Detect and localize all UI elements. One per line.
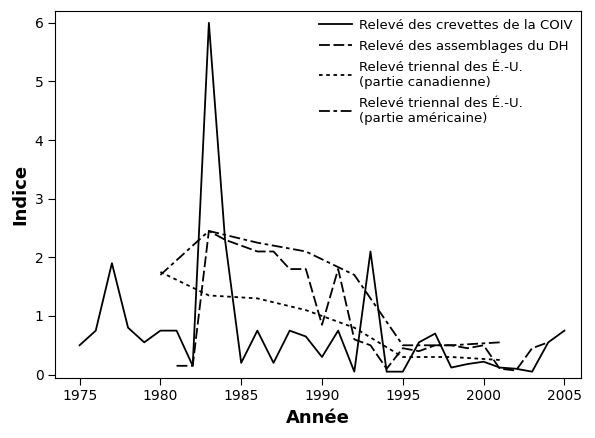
- Relevé des assemblages du DH: [399, 346, 406, 351]
- Relevé triennal des É.-U.
(partie canadienne): [205, 293, 212, 298]
- Relevé des assemblages du DH: [383, 366, 390, 371]
- Relevé des assemblages du DH: [221, 237, 228, 242]
- Relevé des crevettes de la COIV: [318, 354, 325, 360]
- Relevé triennal des É.-U.
(partie canadienne): [302, 307, 309, 313]
- Relevé des crevettes de la COIV: [108, 261, 115, 266]
- Relevé triennal des É.-U.
(partie canadienne): [254, 296, 261, 301]
- Relevé des assemblages du DH: [447, 343, 455, 348]
- Line: Relevé triennal des É.-U.
(partie américaine): Relevé triennal des É.-U. (partie améric…: [161, 231, 500, 345]
- Relevé des assemblages du DH: [318, 322, 325, 327]
- Relevé triennal des É.-U.
(partie canadienne): [447, 354, 455, 360]
- Relevé des assemblages du DH: [286, 266, 293, 272]
- Relevé des crevettes de la COIV: [383, 369, 390, 374]
- Relevé triennal des É.-U.
(partie américaine): [157, 272, 164, 278]
- Relevé des crevettes de la COIV: [189, 363, 196, 368]
- Relevé triennal des É.-U.
(partie canadienne): [351, 325, 358, 330]
- Relevé des assemblages du DH: [528, 346, 536, 351]
- Relevé triennal des É.-U.
(partie américaine): [447, 343, 455, 348]
- Relevé des assemblages du DH: [431, 343, 439, 348]
- Relevé des crevettes de la COIV: [544, 340, 552, 345]
- Relevé des crevettes de la COIV: [157, 328, 164, 333]
- Relevé des assemblages du DH: [189, 363, 196, 368]
- Relevé des assemblages du DH: [334, 266, 342, 272]
- Relevé des crevettes de la COIV: [367, 249, 374, 254]
- Line: Relevé des assemblages du DH: Relevé des assemblages du DH: [177, 231, 548, 371]
- Relevé des assemblages du DH: [480, 343, 487, 348]
- Relevé des crevettes de la COIV: [334, 328, 342, 333]
- Relevé triennal des É.-U.
(partie américaine): [351, 272, 358, 278]
- Relevé des assemblages du DH: [302, 266, 309, 272]
- Relevé triennal des É.-U.
(partie américaine): [205, 228, 212, 233]
- Relevé des crevettes de la COIV: [512, 366, 519, 371]
- Relevé des crevettes de la COIV: [205, 20, 212, 25]
- Relevé des assemblages du DH: [173, 363, 180, 368]
- Relevé des assemblages du DH: [544, 340, 552, 345]
- Relevé des crevettes de la COIV: [254, 328, 261, 333]
- Relevé des crevettes de la COIV: [173, 328, 180, 333]
- Relevé triennal des É.-U.
(partie américaine): [399, 343, 406, 348]
- Relevé des crevettes de la COIV: [140, 340, 148, 345]
- Relevé des crevettes de la COIV: [496, 365, 503, 370]
- Relevé triennal des É.-U.
(partie américaine): [496, 340, 503, 345]
- Relevé des crevettes de la COIV: [237, 360, 245, 365]
- Relevé des assemblages du DH: [512, 368, 519, 373]
- Relevé des assemblages du DH: [237, 243, 245, 248]
- Relevé des crevettes de la COIV: [92, 328, 99, 333]
- Relevé des crevettes de la COIV: [415, 340, 422, 345]
- Relevé des crevettes de la COIV: [270, 360, 277, 365]
- Relevé des assemblages du DH: [351, 337, 358, 342]
- Relevé triennal des É.-U.
(partie américaine): [302, 249, 309, 254]
- X-axis label: Année: Année: [286, 409, 350, 427]
- Relevé des crevettes de la COIV: [431, 331, 439, 336]
- Legend: Relevé des crevettes de la COIV, Relevé des assemblages du DH, Relevé triennal d: Relevé des crevettes de la COIV, Relevé …: [315, 15, 577, 129]
- Relevé des crevettes de la COIV: [76, 343, 83, 348]
- Relevé des assemblages du DH: [254, 249, 261, 254]
- Relevé des crevettes de la COIV: [286, 328, 293, 333]
- Relevé triennal des É.-U.
(partie canadienne): [399, 354, 406, 360]
- Relevé des crevettes de la COIV: [124, 325, 131, 330]
- Relevé des crevettes de la COIV: [399, 369, 406, 374]
- Relevé des crevettes de la COIV: [221, 237, 228, 242]
- Relevé des crevettes de la COIV: [351, 369, 358, 374]
- Relevé des crevettes de la COIV: [480, 359, 487, 364]
- Line: Relevé des crevettes de la COIV: Relevé des crevettes de la COIV: [80, 23, 565, 372]
- Relevé des crevettes de la COIV: [561, 328, 568, 333]
- Relevé des assemblages du DH: [367, 343, 374, 348]
- Relevé triennal des É.-U.
(partie canadienne): [496, 357, 503, 363]
- Relevé triennal des É.-U.
(partie américaine): [254, 240, 261, 245]
- Y-axis label: Indice: Indice: [11, 164, 29, 225]
- Relevé triennal des É.-U.
(partie canadienne): [157, 269, 164, 275]
- Relevé des assemblages du DH: [415, 349, 422, 354]
- Relevé des assemblages du DH: [464, 346, 471, 351]
- Relevé des crevettes de la COIV: [302, 334, 309, 339]
- Relevé des crevettes de la COIV: [464, 361, 471, 367]
- Relevé des assemblages du DH: [205, 228, 212, 233]
- Relevé des crevettes de la COIV: [528, 369, 536, 374]
- Relevé des assemblages du DH: [270, 249, 277, 254]
- Relevé des crevettes de la COIV: [447, 365, 455, 370]
- Line: Relevé triennal des É.-U.
(partie canadienne): Relevé triennal des É.-U. (partie canadi…: [161, 272, 500, 360]
- Relevé des assemblages du DH: [496, 366, 503, 371]
